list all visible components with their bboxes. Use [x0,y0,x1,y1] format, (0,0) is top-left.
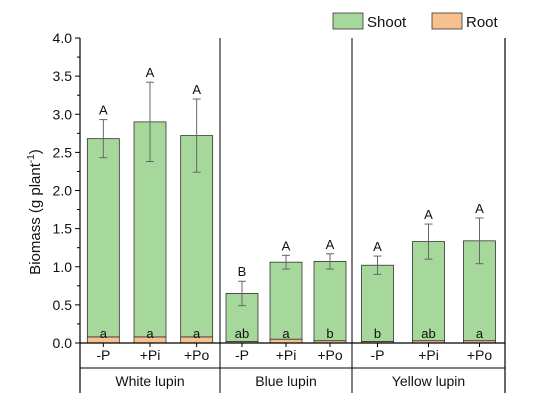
y-tick-label: 2.0 [53,183,73,199]
y-axis-label: Biomass (g plant-1) [26,149,44,275]
root-letter: ab [235,326,249,341]
group-label: Yellow lupin [392,373,465,389]
shoot-bar [269,261,303,340]
shoot-letter: A [282,238,291,253]
y-tick-label: 0.0 [53,335,73,351]
group-label: Blue lupin [255,373,317,389]
root-letter: a [282,326,290,341]
shoot-bar [361,264,394,342]
y-axis-label-close: ) [27,149,44,154]
shoot-letter: A [192,82,201,97]
bars [86,121,496,344]
shoot-letter: A [326,237,335,252]
x-tick-label: -P [371,347,385,363]
x-tick-label: +Pi [140,347,161,363]
y-tick-label: 2.5 [53,144,73,160]
x-tick-label: +Po [467,347,493,363]
shoot-letter: A [99,103,108,118]
y-tick-label: 3.5 [53,68,73,84]
shoot-letter: A [475,201,484,216]
x-tick-label: -P [235,347,249,363]
shoot-letter: A [373,239,382,254]
legend-label: Shoot [367,14,407,31]
group-label: White lupin [115,373,184,389]
x-tick-label: +Pi [418,347,439,363]
root-letter: a [146,326,154,341]
y-tick-label: 1.5 [53,221,73,237]
group-labels: White lupin Blue lupin Yellow lupin [115,373,465,389]
root-letter: a [100,326,108,341]
y-axis-label-text: Biomass (g plant [27,162,44,275]
axes [79,38,506,393]
legend-swatch [332,12,364,30]
y-ticks: 0.0 0.5 1.0 1.5 2.0 2.5 3.0 3.5 4.0 [53,30,80,351]
legend-label: Root [466,14,499,31]
y-tick-label: 3.0 [53,106,73,122]
shoot-letter: A [146,65,155,80]
error-bars [99,81,484,307]
x-tick-label: +Po [317,347,343,363]
shoot-letter: A [424,207,433,222]
root-letter: b [374,326,381,341]
shoot-letter: B [238,264,247,279]
root-letter: b [326,326,333,341]
shoot-bar [180,135,214,338]
y-axis-label-superscript: -1 [26,154,37,163]
x-tick-labels: -P +Pi +Po -P +Pi +Po -P +Pi +Po [96,343,492,363]
shoot-bar [86,138,120,338]
legend-swatch [431,12,463,30]
root-letter: ab [421,326,435,341]
y-tick-label: 1.0 [53,259,73,275]
shoot-bar [313,261,347,342]
x-tick-label: +Pi [276,347,297,363]
legend: Shoot Root [332,12,499,31]
x-tick-label: +Po [184,347,210,363]
y-tick-label: 4.0 [53,30,73,46]
significance-letters: Aa Aa Aa Bab Aa Ab Ab Aab Aa [99,65,484,341]
y-tick-label: 0.5 [53,297,73,313]
root-letter: a [476,326,484,341]
x-tick-label: -P [96,347,110,363]
root-letter: a [193,326,201,341]
